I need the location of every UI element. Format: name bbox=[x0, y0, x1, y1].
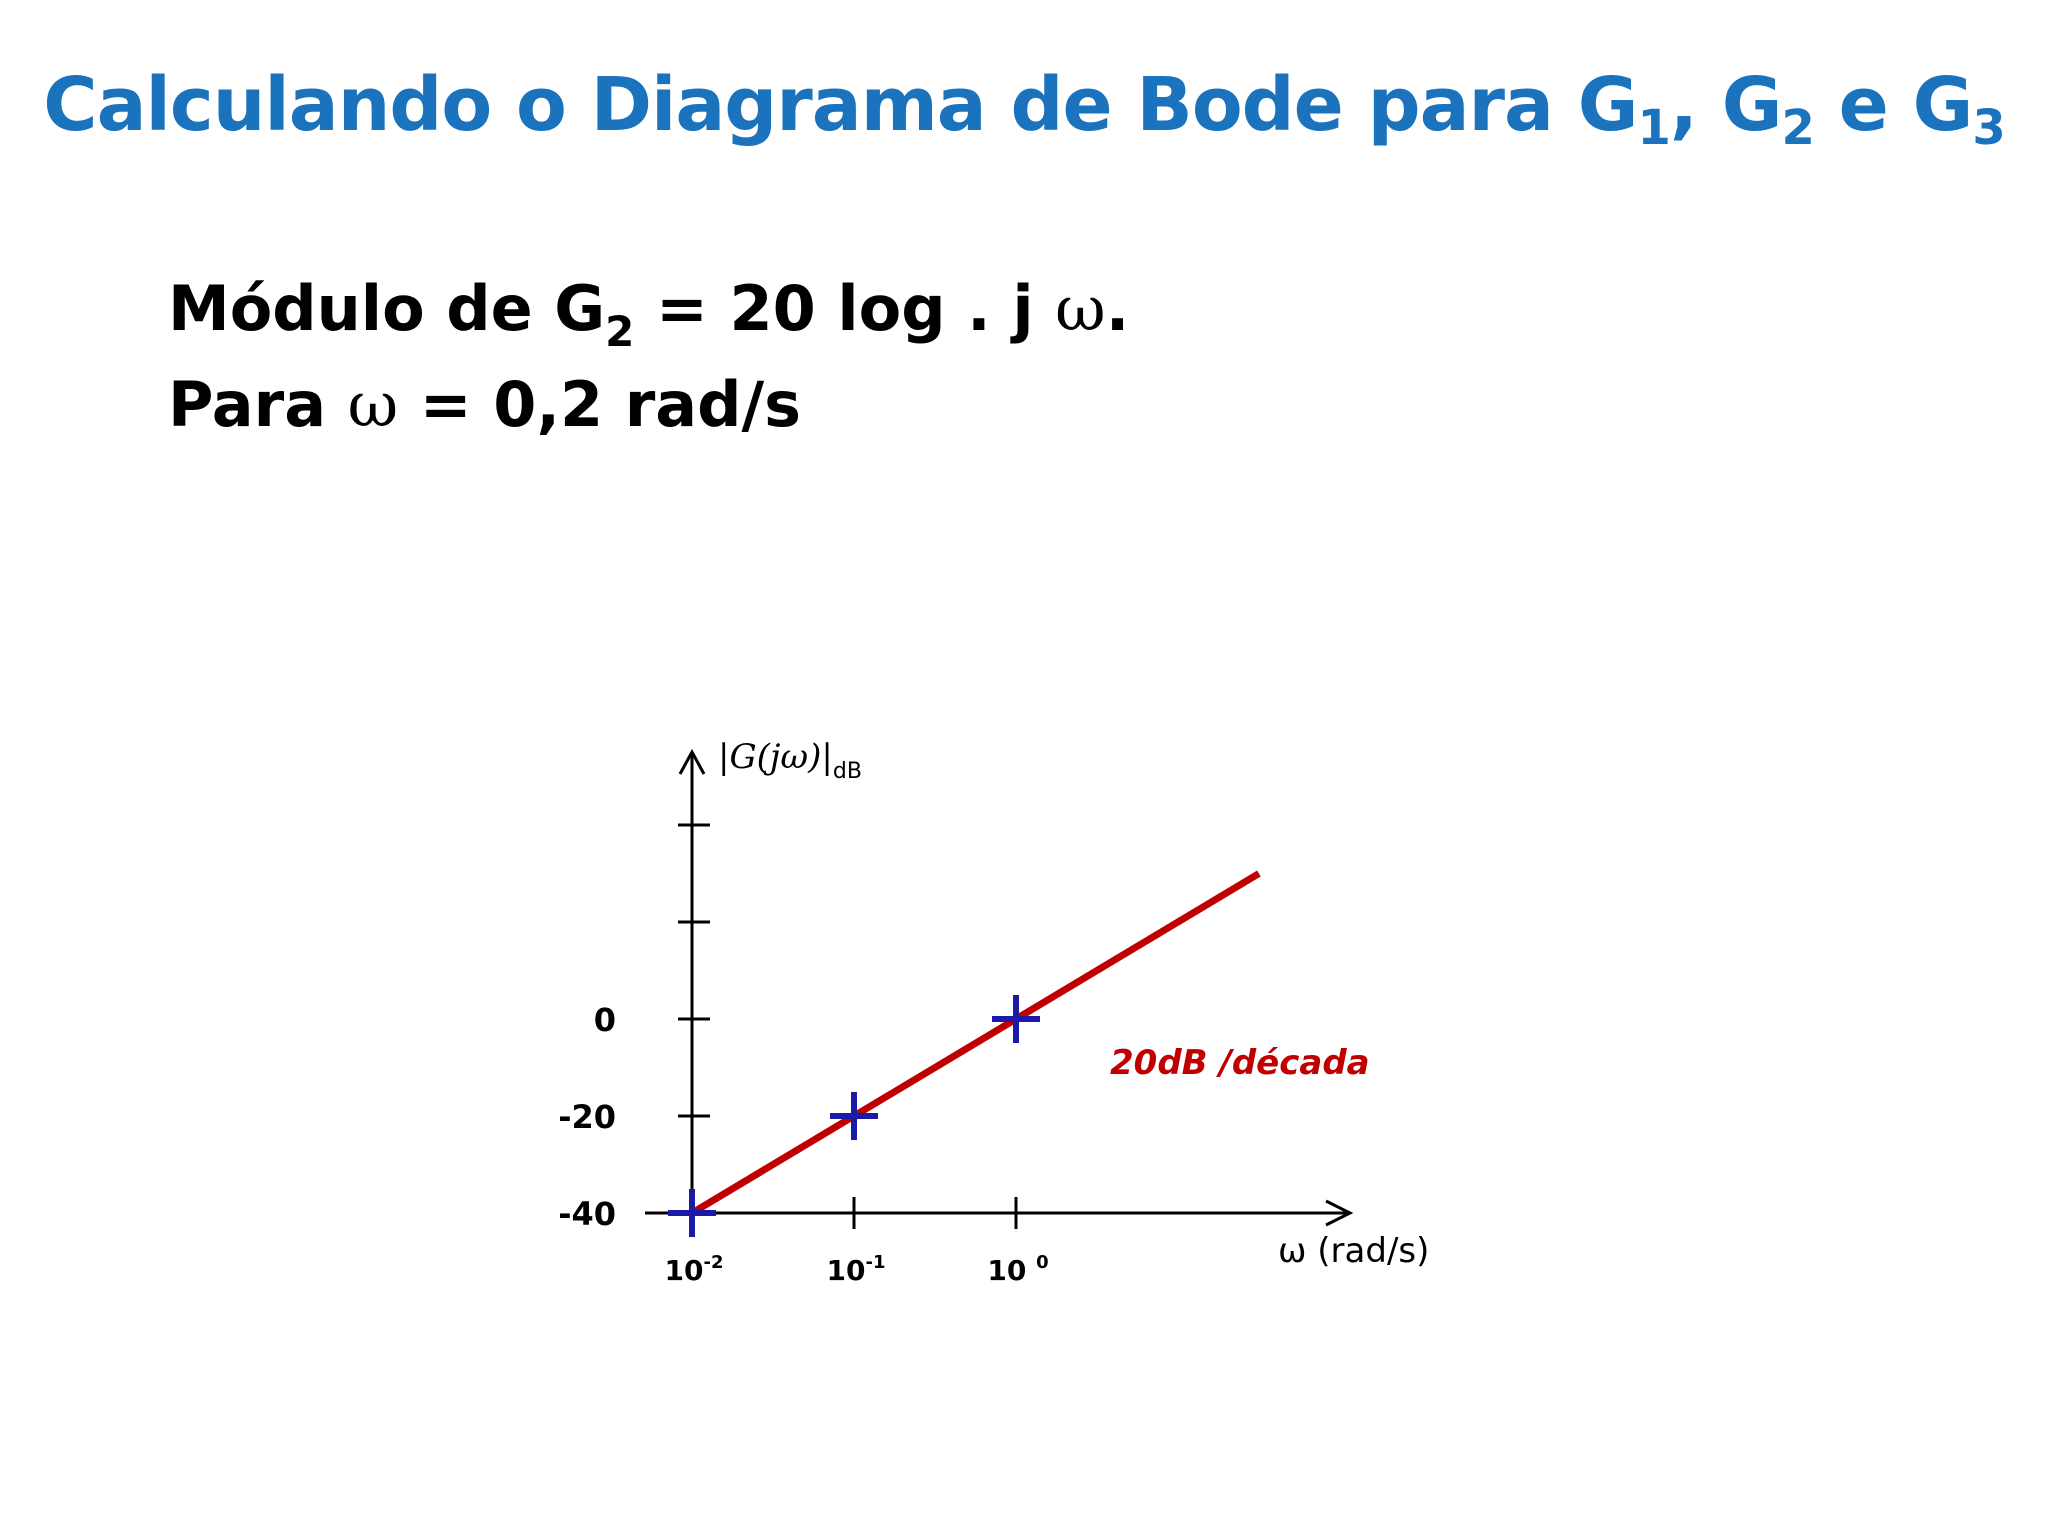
x-axis-label: ω (rad/s) bbox=[1278, 1231, 1429, 1271]
y-tick-label: 0 bbox=[594, 1001, 616, 1039]
x-tick-label: 10-2 bbox=[665, 1252, 724, 1287]
frequency-line: Para ω = 0,2 rad/s bbox=[168, 368, 802, 441]
asymptote-line bbox=[690, 870, 1261, 1217]
slide-title: Calculando o Diagrama de Bode para G1, G… bbox=[43, 62, 2005, 156]
data-point-marker bbox=[992, 995, 1040, 1043]
slope-annotation: 20dB /década bbox=[1110, 1043, 1370, 1083]
module-equation-line: Módulo de G2 = 20 log . j ω. bbox=[168, 272, 1130, 356]
x-tick-label: 10-1 bbox=[827, 1252, 886, 1287]
y-axis-arrow bbox=[678, 748, 706, 775]
y-axis-label: |G(jω)|dB bbox=[718, 737, 862, 784]
x-tick-label: 10 0 bbox=[987, 1252, 1048, 1287]
y-tick-label: -40 bbox=[558, 1195, 616, 1233]
data-point-marker bbox=[668, 1189, 716, 1237]
y-tick-label: -20 bbox=[558, 1098, 616, 1136]
x-axis-arrow bbox=[1325, 1199, 1354, 1227]
data-point-marker bbox=[830, 1092, 878, 1140]
